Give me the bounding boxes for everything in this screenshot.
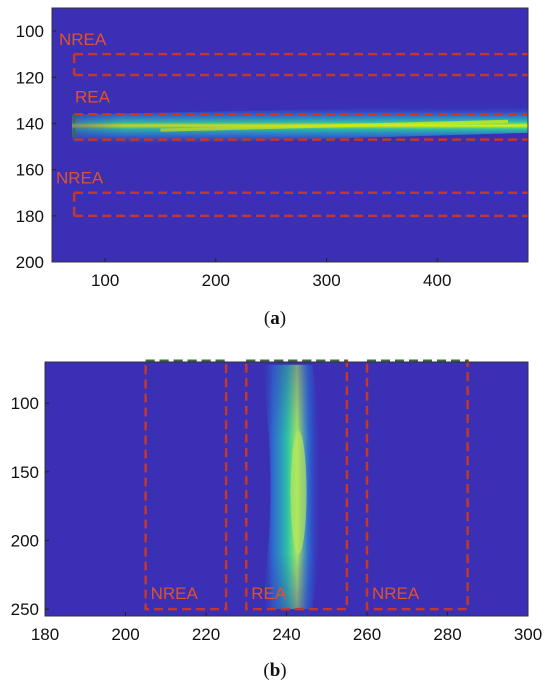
panel-b-caption: (b) xyxy=(263,660,287,681)
panel-a-caption: (a) xyxy=(263,308,287,329)
x-tick-label: 220 xyxy=(192,625,220,644)
heatmap-b: NREA REA NREA 180 200 220 240 260 280 300 100 150 20… xyxy=(11,359,542,644)
plot-frame xyxy=(51,7,529,263)
region-label-1: REA xyxy=(75,88,111,107)
beam-core xyxy=(160,119,509,132)
plot-frame xyxy=(44,361,529,617)
panel-b: NREA REA NREA 180 200 220 240 260 280 300 100 150 20… xyxy=(0,350,550,650)
panel-b-caption-letter: b xyxy=(269,660,281,681)
x-tick-label: 400 xyxy=(423,271,451,290)
x-tick-label: 300 xyxy=(514,625,542,644)
y-tick-label: 160 xyxy=(16,161,44,180)
y-tick-label: 200 xyxy=(16,253,44,272)
region-nrea-box-0 xyxy=(144,359,228,611)
y-tick-label: 100 xyxy=(16,22,44,41)
y-tick-label: 200 xyxy=(11,531,39,550)
x-tick-label: 200 xyxy=(111,625,139,644)
region-label-0: NREA xyxy=(59,30,107,49)
panel-a-caption-letter: a xyxy=(270,308,280,329)
panel-a: NREA REA NREA 100 200 300 400 100 120 140 160 180 20… xyxy=(0,0,550,300)
heatmap-a: NREA REA NREA 100 200 300 400 100 120 140 160 180 20… xyxy=(16,7,529,290)
region-label-2: NREA xyxy=(372,584,420,603)
x-tick-label: 180 xyxy=(31,625,59,644)
y-tick-label: 150 xyxy=(11,463,39,482)
x-tick-label: 240 xyxy=(272,625,300,644)
x-tick-label: 260 xyxy=(353,625,381,644)
x-tick-label: 300 xyxy=(312,271,340,290)
region-label-1: REA xyxy=(251,584,287,603)
region-label-2: NREA xyxy=(56,168,104,187)
x-tick-label: 100 xyxy=(91,271,119,290)
y-tick-label: 180 xyxy=(16,207,44,226)
y-tick-label: 140 xyxy=(16,114,44,133)
y-tick-label: 120 xyxy=(16,68,44,87)
y-tick-label: 250 xyxy=(11,600,39,619)
x-tick-label: 200 xyxy=(202,271,230,290)
region-label-0: NREA xyxy=(151,584,199,603)
beam-core xyxy=(290,430,307,555)
y-tick-label: 100 xyxy=(11,394,39,413)
x-tick-label: 280 xyxy=(433,625,461,644)
